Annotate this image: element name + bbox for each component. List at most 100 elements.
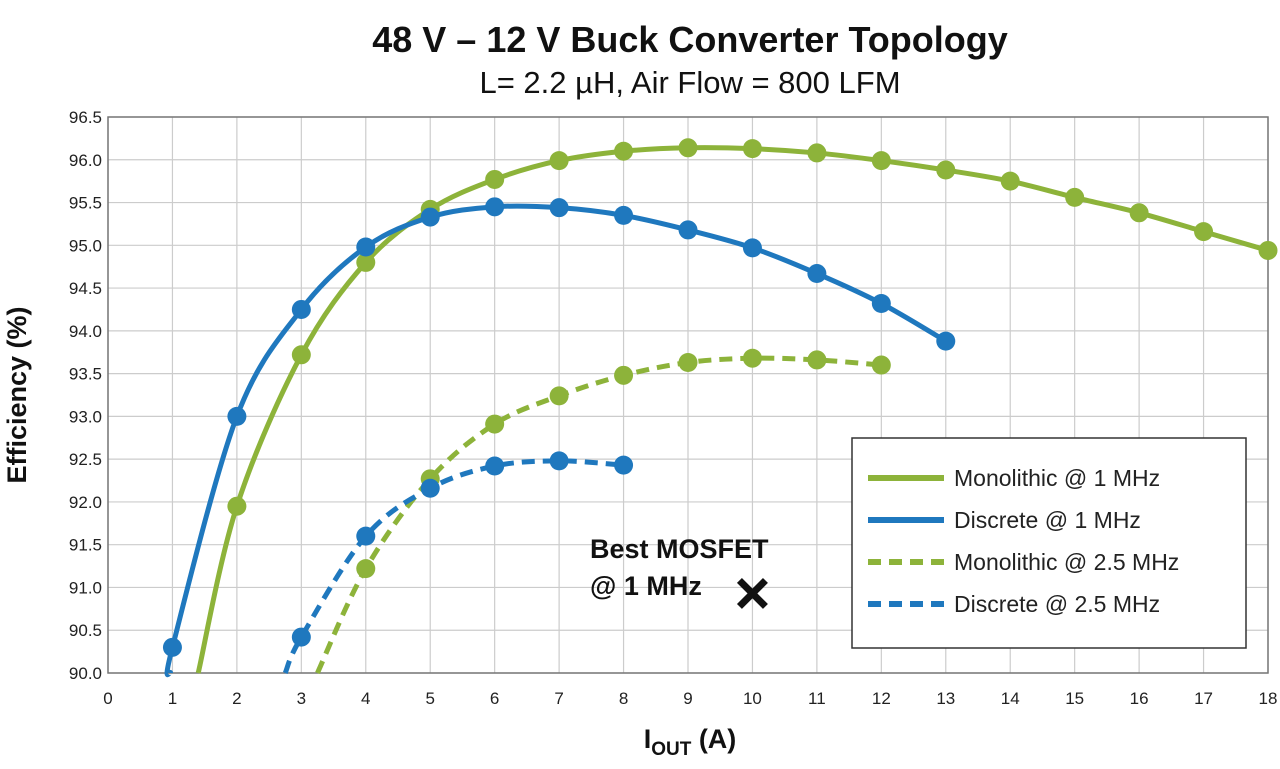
data-point	[1258, 240, 1278, 260]
x-tick-label: 6	[490, 689, 499, 708]
x-tick-label: 2	[232, 689, 241, 708]
legend-items: Monolithic @ 1 MHz Discrete @ 1 MHz Monoli…	[868, 465, 1179, 617]
data-point	[807, 143, 827, 163]
series-line-discrete-2-5-mhz	[282, 458, 624, 675]
data-point	[485, 456, 505, 476]
x-axis-label-main: I	[644, 724, 652, 754]
y-tick-label: 92.5	[69, 450, 102, 469]
x-tick-label: 13	[936, 689, 955, 708]
data-point	[549, 198, 569, 218]
legend-label: Discrete @ 1 MHz	[954, 507, 1141, 533]
data-point	[807, 350, 827, 370]
x-tick-label: 1	[168, 689, 177, 708]
data-point	[549, 451, 569, 471]
x-tick-label: 15	[1065, 689, 1084, 708]
data-point	[871, 293, 891, 313]
data-point	[291, 345, 311, 365]
x-tick-label: 10	[743, 689, 762, 708]
x-tick-label: 9	[683, 689, 692, 708]
data-point	[549, 386, 569, 406]
data-point	[678, 352, 698, 372]
data-point	[356, 252, 376, 272]
chart-subtitle: L= 2.2 µH, Air Flow = 800 LFM	[479, 65, 900, 100]
x-tick-label: 4	[361, 689, 370, 708]
x-tick-label: 11	[808, 689, 826, 708]
y-tick-label: 95.0	[69, 236, 102, 255]
y-tick-label: 90.0	[69, 664, 102, 683]
data-point	[291, 627, 311, 647]
y-tick-label: 90.5	[69, 621, 102, 640]
y-tick-label: 96.5	[69, 108, 102, 127]
y-tick-label: 96.0	[69, 151, 102, 170]
x-tick-label: 17	[1194, 689, 1213, 708]
data-point	[614, 205, 634, 225]
data-point	[485, 414, 505, 434]
data-point	[742, 348, 762, 368]
data-point	[356, 237, 376, 257]
data-point	[1000, 171, 1020, 191]
y-tick-label: 91.0	[69, 578, 102, 597]
x-tick-label: 8	[619, 689, 628, 708]
data-point	[614, 365, 634, 385]
data-point	[1065, 187, 1085, 207]
data-point	[614, 455, 634, 475]
y-tick-label: 91.5	[69, 536, 102, 555]
data-point	[356, 559, 376, 579]
data-point	[420, 207, 440, 227]
x-tick-label: 5	[425, 689, 434, 708]
x-tick-labels: 0 1 2 3 4 5 6 7 8 9 10 11 12 13 14 15 16 17 18	[103, 689, 1277, 708]
data-point	[227, 406, 247, 426]
series-line-discrete-1-mhz	[164, 203, 948, 678]
x-axis-label-subscript: OUT	[651, 739, 692, 760]
data-point	[549, 151, 569, 171]
y-tick-label: 93.5	[69, 365, 102, 384]
y-tick-label: 95.5	[69, 194, 102, 213]
y-axis-label: Efficiency (%)	[2, 306, 32, 483]
data-point	[291, 299, 311, 319]
y-tick-labels: 90.0 90.5 91.0 91.5 92.0 92.5 93.0 93.5 94.0 94.5…	[69, 108, 102, 683]
legend-label: Monolithic @ 1 MHz	[954, 465, 1160, 491]
x-axis-label: IOUT (A)	[644, 724, 737, 760]
x-mark-stroke	[736, 577, 768, 609]
x-tick-label: 0	[103, 689, 112, 708]
data-point	[485, 169, 505, 189]
data-point	[1129, 203, 1149, 223]
data-point	[742, 238, 762, 258]
data-point	[678, 220, 698, 240]
data-point	[742, 139, 762, 159]
annotation-line-1: Best MOSFET	[590, 534, 769, 564]
legend-label: Monolithic @ 2.5 MHz	[954, 549, 1179, 575]
chart-title: 48 V – 12 V Buck Converter Topology	[372, 19, 1008, 60]
y-tick-label: 94.0	[69, 322, 102, 341]
legend: Monolithic @ 1 MHz Discrete @ 1 MHz Monoli…	[851, 437, 1247, 649]
y-tick-label: 92.0	[69, 493, 102, 512]
data-point	[871, 355, 891, 375]
x-tick-label: 18	[1259, 689, 1278, 708]
series-discrete-2-5-mhz	[282, 451, 634, 675]
legend-label: Discrete @ 2.5 MHz	[954, 591, 1160, 617]
x-mark-icon	[736, 577, 768, 609]
data-point	[807, 264, 827, 284]
series-discrete-1-mhz	[162, 197, 956, 678]
data-point	[936, 160, 956, 180]
series-monolithic-1-mhz	[195, 138, 1278, 674]
data-point	[485, 197, 505, 217]
x-tick-label: 12	[872, 689, 891, 708]
x-axis-label-unit: (A)	[691, 724, 736, 754]
series-layer	[162, 138, 1278, 678]
legend-box	[851, 437, 1247, 649]
series-monolithic-2-5-mhz	[315, 348, 891, 675]
data-point	[871, 151, 891, 171]
x-tick-label: 3	[297, 689, 306, 708]
y-tick-label: 94.5	[69, 279, 102, 298]
data-point	[162, 637, 182, 657]
annotation: Best MOSFET @ 1 MHz	[590, 534, 769, 609]
x-tick-label: 16	[1130, 689, 1149, 708]
data-point	[678, 138, 698, 158]
data-point	[227, 496, 247, 516]
data-point	[614, 141, 634, 161]
x-tick-label: 7	[554, 689, 563, 708]
series-line-monolithic-2-5-mhz	[315, 355, 882, 675]
data-point	[936, 331, 956, 351]
